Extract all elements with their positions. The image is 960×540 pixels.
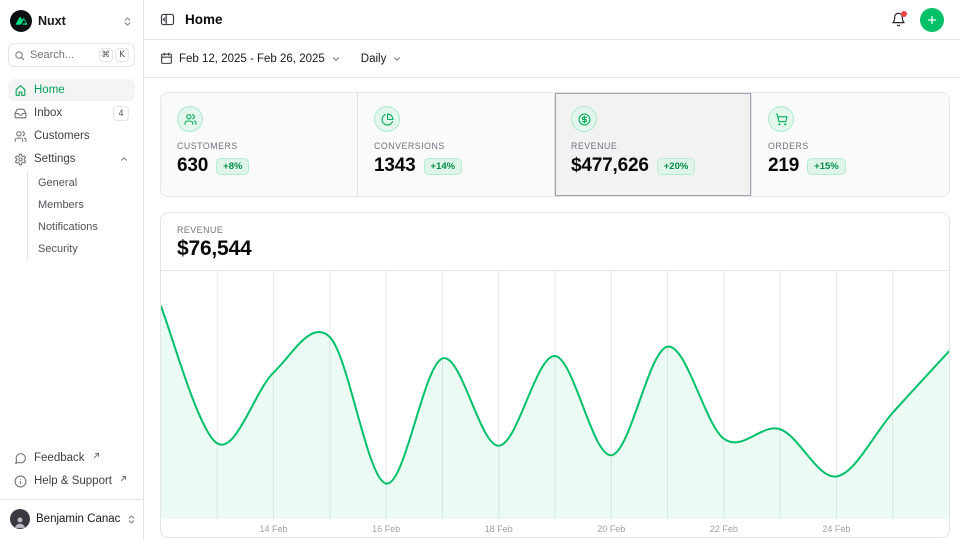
sidebar-item-customers[interactable]: Customers: [8, 125, 135, 147]
users-icon: [177, 106, 203, 132]
avatar: [10, 509, 30, 529]
sidebar-item-inbox[interactable]: Inbox 4: [8, 102, 135, 124]
x-tick-label: 14 Feb: [260, 524, 288, 534]
workspace-name: Nuxt: [38, 14, 66, 28]
pie-chart-icon: [374, 106, 400, 132]
sidebar-item-label: Home: [34, 84, 65, 96]
sidebar-item-settings[interactable]: Settings: [8, 148, 135, 170]
topbar: Home: [144, 0, 960, 40]
home-icon: [14, 84, 27, 97]
chart-header: REVENUE $76,544: [161, 213, 949, 271]
kbd-k: K: [115, 48, 129, 62]
chart-svg[interactable]: [161, 271, 949, 519]
x-tick-label: 20 Feb: [597, 524, 625, 534]
stat-card-conversions[interactable]: CONVERSIONS 1343 +14%: [358, 93, 555, 196]
nuxt-logo-icon: [10, 10, 32, 32]
chart-title: REVENUE: [177, 225, 933, 235]
speech-bubble-icon: [14, 452, 27, 465]
x-tick-label: 18 Feb: [485, 524, 513, 534]
stat-value: 219: [768, 155, 799, 177]
add-button[interactable]: [920, 8, 944, 32]
sidebar-item-security[interactable]: Security: [28, 238, 135, 259]
calendar-icon: [160, 52, 173, 65]
stats-panel: CUSTOMERS 630 +8% CONVERSIONS 1343 +14%: [160, 92, 950, 197]
chart-x-axis: 14 Feb 16 Feb 18 Feb 20 Feb 22 Feb 24 Feb: [161, 519, 949, 537]
dashboard-app: Nuxt Search... ⌘ K Home: [0, 0, 960, 540]
sidebar-item-home[interactable]: Home: [8, 79, 135, 101]
x-tick-label: 16 Feb: [372, 524, 400, 534]
chevron-up-down-icon: [126, 514, 137, 525]
stat-delta-badge: +8%: [216, 158, 249, 175]
gear-icon: [14, 153, 27, 166]
stat-card-customers[interactable]: CUSTOMERS 630 +8%: [161, 93, 358, 196]
stat-delta-badge: +14%: [424, 158, 463, 175]
inbox-icon: [14, 107, 27, 120]
revenue-area-chart[interactable]: [161, 271, 949, 519]
stat-label: CONVERSIONS: [374, 141, 538, 151]
page-title: Home: [185, 12, 223, 27]
circle-dollar-icon: [571, 106, 597, 132]
stat-value: 630: [177, 155, 208, 177]
sidebar-item-label: Inbox: [34, 107, 62, 119]
stat-label: ORDERS: [768, 141, 933, 151]
stat-delta-badge: +15%: [807, 158, 846, 175]
sidebar-divider: [0, 499, 143, 500]
search-icon: [14, 50, 25, 61]
sidebar-item-members[interactable]: Members: [28, 194, 135, 215]
stat-label: REVENUE: [571, 141, 735, 151]
chevron-down-icon: [331, 54, 341, 64]
x-tick-label: 24 Feb: [822, 524, 850, 534]
inbox-count-badge: 4: [113, 106, 129, 121]
date-range-picker[interactable]: Feb 12, 2025 - Feb 26, 2025: [160, 52, 341, 65]
sidebar-footer: Feedback Help & Support: [8, 447, 135, 492]
notifications-button[interactable]: [891, 12, 906, 27]
granularity-value: Daily: [361, 53, 387, 65]
main-area: Home Feb 12, 2025 - Feb 26, 2025: [144, 0, 960, 540]
footer-link-label: Help & Support: [34, 475, 112, 487]
chart-headline-value: $76,544: [177, 237, 933, 261]
feedback-link[interactable]: Feedback: [8, 447, 135, 469]
sidebar-spacer: [8, 260, 135, 447]
cart-icon: [768, 106, 794, 132]
external-link-icon: [93, 452, 100, 459]
stat-delta-badge: +20%: [657, 158, 696, 175]
external-link-icon: [120, 475, 127, 482]
footer-link-label: Feedback: [34, 452, 85, 464]
notification-dot: [901, 11, 907, 17]
x-tick-label: 22 Feb: [710, 524, 738, 534]
date-range-value: Feb 12, 2025 - Feb 26, 2025: [179, 53, 325, 65]
search-placeholder: Search...: [30, 49, 74, 61]
sidebar-item-label: Customers: [34, 130, 90, 142]
chevron-down-icon: [392, 54, 402, 64]
search-input[interactable]: Search... ⌘ K: [8, 43, 135, 67]
sidebar-nav: Home Inbox 4 Customers Settings: [8, 79, 135, 260]
settings-submenu: General Members Notifications Security: [27, 171, 135, 260]
stat-label: CUSTOMERS: [177, 141, 341, 151]
users-icon: [14, 130, 27, 143]
sidebar: Nuxt Search... ⌘ K Home: [0, 0, 144, 540]
user-menu[interactable]: Benjamin Canac: [8, 506, 135, 532]
sidebar-item-general[interactable]: General: [28, 172, 135, 193]
search-shortcut: ⌘ K: [99, 48, 130, 62]
chevron-up-down-icon: [122, 16, 133, 27]
sidebar-item-label: Settings: [34, 153, 76, 165]
sidebar-item-notifications[interactable]: Notifications: [28, 216, 135, 237]
stat-card-revenue[interactable]: REVENUE $477,626 +20%: [555, 93, 752, 196]
workspace-switcher[interactable]: Nuxt: [8, 8, 135, 34]
revenue-chart-card: REVENUE $76,544 14 Feb 16 Feb 18 Feb 20 Feb…: [160, 212, 950, 538]
user-name: Benjamin Canac: [36, 513, 120, 525]
chevron-up-icon: [119, 154, 129, 164]
stat-card-orders[interactable]: ORDERS 219 +15%: [752, 93, 949, 196]
granularity-select[interactable]: Daily: [361, 53, 403, 65]
help-support-link[interactable]: Help & Support: [8, 470, 135, 492]
stat-value: $477,626: [571, 155, 649, 177]
kbd-cmd: ⌘: [99, 48, 114, 62]
stat-value: 1343: [374, 155, 416, 177]
content: CUSTOMERS 630 +8% CONVERSIONS 1343 +14%: [144, 78, 960, 538]
info-circle-icon: [14, 475, 27, 488]
collapse-sidebar-button[interactable]: [160, 12, 175, 27]
filters-toolbar: Feb 12, 2025 - Feb 26, 2025 Daily: [144, 40, 960, 78]
